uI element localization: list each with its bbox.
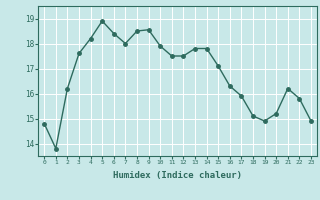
X-axis label: Humidex (Indice chaleur): Humidex (Indice chaleur) xyxy=(113,171,242,180)
